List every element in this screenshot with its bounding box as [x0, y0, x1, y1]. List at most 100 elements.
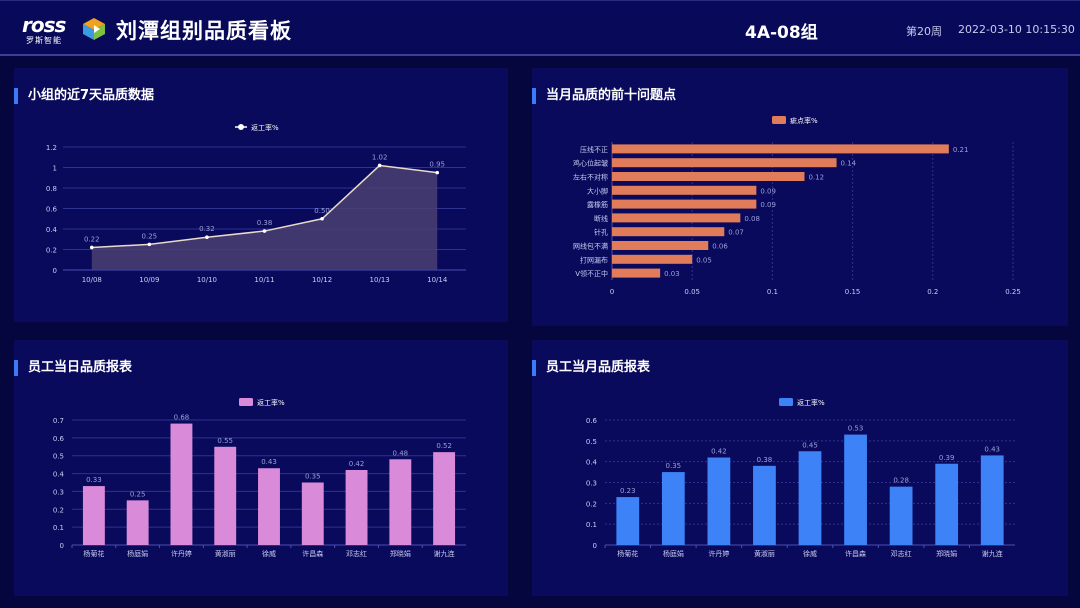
y-tick-label: 0	[53, 267, 57, 275]
page-title: 刘潭组别品质看板	[116, 19, 292, 43]
bar[interactable]	[612, 172, 805, 181]
bar[interactable]	[258, 468, 280, 545]
y-tick-label: 0.6	[53, 435, 65, 443]
category-label: 打网漏布	[580, 255, 608, 264]
data-point[interactable]	[262, 229, 267, 233]
value-label: 0.35	[666, 462, 682, 470]
bar[interactable]	[433, 452, 456, 545]
legend-swatch-icon	[239, 398, 253, 406]
bar[interactable]	[707, 457, 731, 546]
category-label: 许昌森	[845, 549, 866, 558]
category-label: 徐威	[262, 549, 276, 558]
category-label: 露橡筋	[587, 200, 608, 209]
y-tick-label: 0.7	[53, 417, 64, 425]
panel-top10-issues: 当月品质的前十问题点 0 0.05 0.1 0.15 0.2 0.25 压线不正 0.21 鸡心…	[532, 68, 1068, 326]
value-label: 0.09	[760, 187, 776, 195]
bar[interactable]	[612, 268, 661, 278]
data-point[interactable]	[89, 245, 94, 250]
data-point[interactable]	[320, 216, 324, 221]
panel-title-text: 当月品质的前十问题点	[546, 88, 677, 103]
value-label: 0.05	[696, 256, 712, 264]
logo-text: ross	[22, 13, 66, 37]
y-tick-label: 0.6	[46, 206, 58, 214]
bar[interactable]	[301, 482, 324, 546]
bar[interactable]	[170, 423, 193, 545]
hbar-chart-top10[interactable]: 0 0.05 0.1 0.15 0.2 0.25 压线不正 0.21 鸡心位起皱 0.14 左右不对…	[532, 68, 1068, 326]
category-label: 断线	[594, 214, 608, 223]
x-tick-label: 0.2	[927, 288, 938, 296]
category-label: 谢九连	[434, 549, 455, 558]
bar[interactable]	[612, 254, 693, 264]
bar[interactable]	[616, 497, 640, 545]
bar[interactable]	[214, 446, 237, 545]
bar[interactable]	[389, 459, 412, 545]
value-label: 0.43	[984, 445, 1000, 453]
value-label: 0.55	[217, 437, 233, 445]
category-label: 许丹婷	[171, 549, 192, 558]
legend-label[interactable]: 疵点率%	[790, 116, 818, 125]
panel-title-text: 小组的近7天品质数据	[28, 88, 155, 103]
value-label: 0.03	[664, 270, 680, 278]
value-label: 0.42	[711, 448, 727, 456]
value-label: 0.38	[257, 219, 273, 227]
datetime-label: 2022-03-10 10:15:30	[958, 23, 1075, 36]
bar-chart-monthly[interactable]: 0 0.1 0.2 0.3 0.4 0.5 0.6 0.23 杨菊花 0.35 杨庭娟 0.42 许丹婷…	[532, 340, 1068, 596]
bar[interactable]	[345, 470, 368, 545]
y-tick-label: 0.4	[46, 226, 58, 234]
legend-label[interactable]: 返工率%	[251, 123, 279, 132]
group-name: 4A-08组	[745, 23, 818, 43]
bar[interactable]	[935, 463, 959, 545]
value-label: 0.23	[620, 487, 636, 495]
category-label: 邓志红	[346, 549, 367, 558]
bar[interactable]	[612, 158, 837, 168]
bar[interactable]	[126, 500, 149, 545]
bar[interactable]	[844, 434, 867, 545]
bar[interactable]	[612, 241, 709, 250]
bar[interactable]	[661, 472, 685, 545]
line-chart-7day[interactable]: 0 0.2 0.4 0.6 0.8 1 1.2 0.22 10/08 0.25 10/09 0.32 1…	[14, 68, 508, 322]
bar[interactable]	[753, 465, 776, 545]
x-tick-label: 10/09	[139, 276, 159, 284]
bar[interactable]	[612, 213, 741, 223]
value-label: 0.43	[261, 458, 277, 466]
category-label: 杨庭娟	[663, 549, 684, 558]
y-tick-label: 0.4	[53, 471, 65, 479]
x-tick-label: 10/08	[82, 276, 102, 284]
category-label: 网线包不满	[573, 242, 608, 251]
value-label: 0.25	[130, 490, 146, 498]
data-point[interactable]	[147, 242, 152, 247]
category-label: 许昌森	[302, 549, 323, 558]
legend-label[interactable]: 返工率%	[257, 398, 285, 407]
x-tick-label: 0.1	[767, 288, 778, 296]
bar[interactable]	[798, 451, 822, 545]
value-label: 0.68	[174, 414, 190, 422]
data-point[interactable]	[435, 170, 440, 175]
bar[interactable]	[980, 455, 1004, 545]
bar[interactable]	[612, 144, 949, 154]
value-label: 0.42	[349, 460, 365, 468]
panel-7day-quality: 小组的近7天品质数据 0 0.2 0.4 0.6 0.8 1 1.2 0.22 10/08 0.2…	[14, 68, 508, 322]
value-label: 0.39	[939, 454, 955, 462]
y-tick-label: 0.1	[586, 521, 597, 529]
bar[interactable]	[612, 199, 757, 209]
value-label: 0.33	[86, 476, 102, 484]
legend-label[interactable]: 返工率%	[797, 398, 825, 407]
value-label: 0.95	[429, 161, 445, 169]
category-label: 谢九连	[982, 549, 1003, 558]
data-point[interactable]	[377, 163, 382, 168]
cube-logo-icon	[83, 18, 105, 40]
bar[interactable]	[612, 185, 757, 195]
value-label: 0.25	[142, 232, 158, 240]
title-accent-bar	[532, 360, 536, 376]
y-tick-label: 0.5	[586, 438, 597, 446]
bar[interactable]	[612, 227, 725, 237]
legend-swatch-icon	[779, 398, 793, 406]
bar[interactable]	[82, 486, 105, 545]
bar-chart-daily[interactable]: 0 0.1 0.2 0.3 0.4 0.5 0.6 0.7 0.33 杨菊花 0.25 杨庭娟 0.68…	[14, 340, 508, 596]
value-label: 0.12	[808, 174, 824, 182]
value-label: 0.38	[757, 456, 773, 464]
data-point[interactable]	[205, 235, 209, 239]
x-tick-label: 0.05	[684, 288, 700, 296]
bar[interactable]	[889, 486, 913, 545]
x-tick-label: 0.25	[1005, 288, 1021, 296]
